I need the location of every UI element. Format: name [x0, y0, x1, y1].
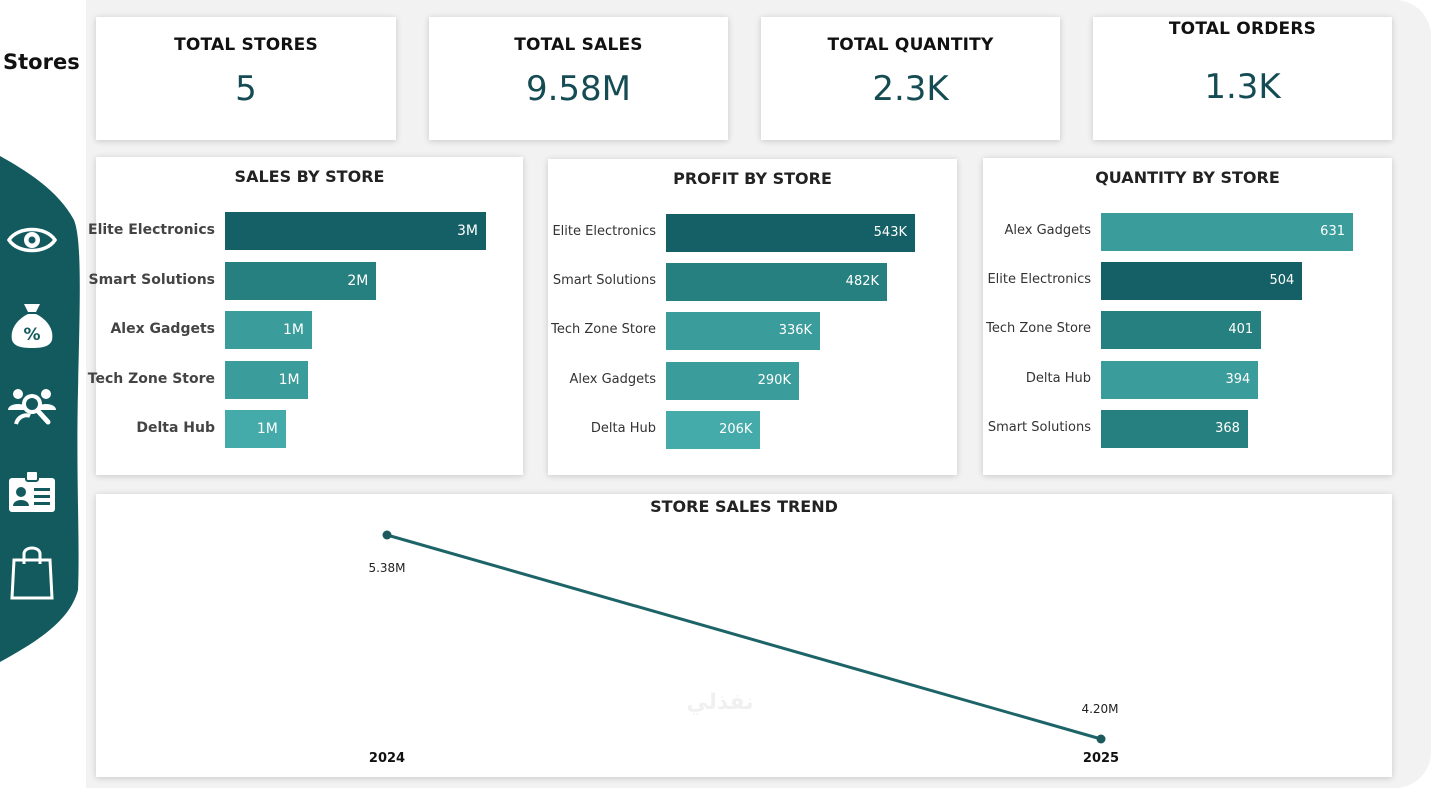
data-label: 336K	[778, 323, 813, 339]
data-label: 631	[1320, 224, 1345, 239]
category-label: Alex Gadgets	[110, 321, 215, 337]
watermark: نفذلي	[686, 690, 754, 715]
kpi-title: TOTAL STORES	[174, 35, 318, 55]
kpi-card-total-stores: TOTAL STORES 5	[96, 17, 396, 140]
data-label: 1M	[283, 322, 304, 338]
data-label: 4.20M	[1081, 702, 1118, 716]
data-label: 5.38M	[368, 561, 405, 575]
profit-by-store-chart: PROFIT BY STORE Elite Electronics 543K Sma…	[548, 159, 957, 475]
category-label: Smart Solutions	[552, 273, 656, 289]
data-label: 3M	[457, 223, 478, 239]
bar[interactable]: 482K	[666, 263, 888, 302]
category-label: Alex Gadgets	[1004, 223, 1091, 238]
x-tick-label: 2025	[1083, 751, 1119, 766]
sidebar: %	[0, 150, 90, 670]
category-label: Delta Hub	[1025, 370, 1091, 386]
bar[interactable]: 336K	[666, 312, 821, 351]
customer-search-icon[interactable]	[6, 380, 58, 432]
kpi-card-total-quantity: TOTAL QUANTITY 2.3K	[761, 17, 1060, 140]
chart-title: PROFIT BY STORE	[673, 169, 832, 188]
data-label: 2M	[347, 272, 369, 289]
series-line	[386, 533, 1102, 741]
kpi-value: 1.3K	[1204, 67, 1281, 107]
data-label: 394	[1225, 371, 1251, 387]
bar[interactable]: 631	[1101, 213, 1353, 251]
bar[interactable]: 3M	[225, 212, 486, 250]
bar[interactable]: 504	[1101, 262, 1303, 301]
data-label: 206K	[719, 421, 753, 437]
data-label: 368	[1215, 420, 1240, 436]
category-label: Tech Zone Store	[551, 322, 656, 338]
data-label: 482K	[845, 274, 880, 290]
kpi-card-total-sales: TOTAL SALES 9.58M	[429, 17, 728, 140]
id-card-icon[interactable]	[6, 468, 58, 520]
category-label: Elite Electronics	[987, 272, 1091, 288]
data-point[interactable]	[382, 530, 392, 540]
category-label: Smart Solutions	[987, 419, 1091, 435]
kpi-title: TOTAL ORDERS	[1168, 19, 1317, 39]
category-label: Alex Gadgets	[569, 371, 656, 387]
svg-text:%: %	[23, 325, 40, 345]
data-label: 543K	[873, 225, 907, 240]
bar[interactable]: 1M	[225, 360, 308, 399]
category-label: Tech Zone Store	[87, 370, 215, 387]
sales-by-store-chart: SALES BY STORE Elite Electronics 3M Smart …	[88, 157, 523, 475]
bar[interactable]: 290K	[666, 361, 799, 400]
category-label: Elite Electronics	[552, 224, 656, 239]
category-label: Elite Electronics	[88, 222, 215, 238]
kpi-value: 9.58M	[525, 69, 632, 109]
eye-icon[interactable]	[6, 214, 58, 266]
chart-title: SALES BY STORE	[234, 167, 385, 186]
kpi-value: 2.3K	[872, 69, 949, 109]
category-label: Tech Zone Store	[986, 321, 1091, 337]
bar[interactable]: 1M	[225, 311, 312, 349]
data-label: 1M	[256, 421, 278, 437]
bar[interactable]: 401	[1101, 311, 1262, 350]
bar[interactable]: 543K	[666, 214, 915, 252]
shopping-bag-icon[interactable]	[6, 544, 58, 600]
data-label: 290K	[757, 372, 791, 388]
kpi-title: TOTAL SALES	[514, 35, 643, 55]
kpi-card-total-orders: TOTAL ORDERS 1.3K	[1093, 17, 1392, 140]
bar[interactable]: 206K	[666, 410, 761, 449]
money-bag-percent-icon[interactable]: %	[6, 298, 58, 350]
category-label: Delta Hub	[590, 420, 656, 436]
data-point[interactable]	[1096, 734, 1106, 744]
kpi-title: TOTAL QUANTITY	[827, 35, 994, 55]
page-title: Stores	[3, 50, 80, 74]
data-label: 504	[1269, 273, 1295, 289]
data-label: 1M	[278, 371, 300, 388]
kpi-value: 5	[235, 69, 257, 109]
chart-title: STORE SALES TREND	[650, 497, 838, 516]
trend-plot: 5.38M 2024 4.20M 2025	[368, 530, 1119, 766]
bar[interactable]: 1M	[225, 410, 286, 448]
category-label: Delta Hub	[136, 420, 215, 436]
bar[interactable]: 394	[1101, 360, 1259, 399]
category-label: Smart Solutions	[88, 271, 215, 288]
bar[interactable]: 2M	[225, 261, 377, 300]
data-label: 401	[1228, 322, 1254, 338]
quantity-by-store-chart: QUANTITY BY STORE Alex Gadgets 631 Elite E…	[983, 158, 1392, 475]
store-sales-trend-chart: 5.38M 2024 4.20M 2025 STORE SALES TREND	[96, 494, 1392, 777]
chart-title: QUANTITY BY STORE	[1095, 168, 1280, 187]
bar[interactable]: 368	[1101, 409, 1248, 448]
x-tick-label: 2024	[369, 751, 405, 766]
